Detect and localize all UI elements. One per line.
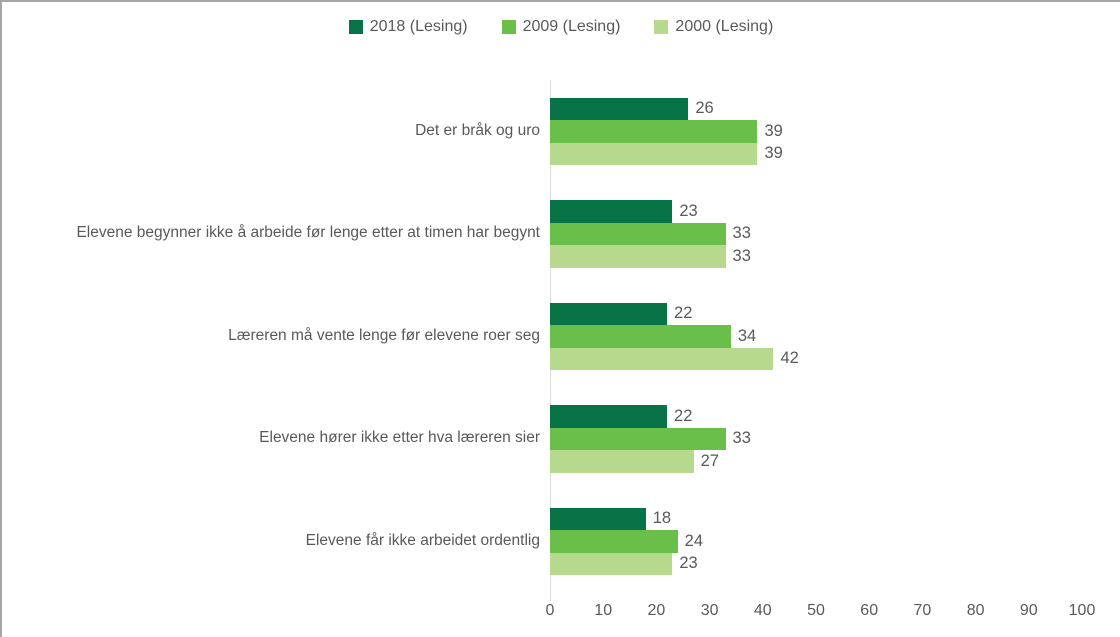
bar-value-label: 27: [700, 451, 719, 470]
legend-label: 2018 (Lesing): [369, 18, 468, 35]
x-axis-tick-label: 70: [913, 602, 932, 619]
x-axis-tick-label: 50: [807, 602, 825, 619]
legend-item-2009: 2009 (Lesing): [501, 18, 621, 36]
bar-group: 22 33 27: [550, 405, 1120, 473]
bar-row: 23: [550, 552, 1120, 575]
bar-group: 22 34 42: [550, 302, 1120, 370]
bar-row: 39: [550, 120, 1120, 143]
x-axis-tick-label: 80: [966, 602, 985, 619]
category-label: Læreren må vente lenge før elevene roer …: [228, 326, 540, 344]
category-row: Det er bråk og uro 26 39 39: [2, 80, 1120, 183]
bar-value-label: 26: [695, 99, 714, 118]
legend-label: 2009 (Lesing): [522, 18, 621, 35]
category-row: Elevene hører ikke etter hva læreren sie…: [2, 388, 1120, 491]
bar-value-label: 22: [674, 304, 693, 323]
bar-2000: [550, 245, 726, 268]
bar-row: 22: [550, 302, 1120, 325]
bar-value-label: 22: [674, 406, 693, 425]
bar-value-label: 39: [764, 121, 783, 140]
legend: 2018 (Lesing) 2009 (Lesing) 2000 (Lesing): [2, 18, 1120, 36]
bar-row: 22: [550, 405, 1120, 428]
bar-2018: [550, 507, 646, 530]
x-axis-tick-label: 60: [860, 602, 879, 619]
legend-label: 2000 (Lesing): [675, 18, 774, 35]
bar-2009: [550, 427, 726, 450]
bar-2018: [550, 405, 668, 428]
x-axis-tick-label: 40: [753, 602, 772, 619]
bar-2018: [550, 200, 673, 223]
bar-2000: [550, 552, 673, 575]
bar-row: 23: [550, 200, 1120, 223]
bar-2009: [550, 222, 726, 245]
bar-row: 39: [550, 142, 1120, 165]
bar-row: 27: [550, 450, 1120, 473]
x-axis-tick-label: 30: [700, 602, 719, 619]
x-axis-tick-label: 10: [594, 602, 613, 619]
bar-value-label: 33: [732, 429, 751, 448]
category-label: Elevene begynner ikke å arbeide før leng…: [76, 224, 540, 242]
legend-swatch-icon: [654, 20, 669, 34]
bar-2009: [550, 325, 731, 348]
bar-row: 26: [550, 97, 1120, 120]
bar-value-label: 23: [679, 554, 698, 573]
bar-value-label: 42: [780, 349, 799, 368]
bar-value-label: 39: [764, 144, 783, 163]
category-label: Elevene får ikke arbeidet ordentlig: [305, 531, 540, 549]
bar-2000: [550, 450, 694, 473]
bar-row: 33: [550, 222, 1120, 245]
bar-value-label: 18: [652, 509, 672, 528]
bar-2000: [550, 347, 774, 370]
x-axis-tick-label: 20: [647, 602, 666, 619]
category-label: Det er bråk og uro: [415, 121, 540, 139]
bar-value-label: 24: [684, 531, 704, 550]
bar-row: 42: [550, 347, 1120, 370]
bar-row: 33: [550, 427, 1120, 450]
bar-group: 26 39 39: [550, 97, 1120, 165]
bar-group: 18 24 23: [550, 507, 1120, 575]
x-axis-tick-label: 100: [1068, 602, 1096, 619]
bar-2009: [550, 530, 678, 553]
x-axis-tick-label: 90: [1019, 602, 1038, 619]
legend-item-2018: 2018 (Lesing): [348, 18, 468, 36]
bar-row: 34: [550, 325, 1120, 348]
category-row: Læreren må vente lenge før elevene roer …: [2, 285, 1120, 388]
legend-swatch-icon: [348, 20, 363, 34]
bar-value-label: 33: [732, 224, 751, 243]
bar-row: 33: [550, 245, 1120, 268]
bar-2018: [550, 302, 668, 325]
bar-row: 24: [550, 530, 1120, 553]
category-label: Elevene hører ikke etter hva læreren sie…: [259, 429, 540, 447]
category-row: Elevene begynner ikke å arbeide før leng…: [2, 183, 1120, 286]
legend-swatch-icon: [501, 20, 516, 34]
bar-value-label: 34: [737, 326, 757, 345]
bar-2018: [550, 97, 689, 120]
x-axis: 0 10 20 30 40 50 60 70 80 90 100: [546, 602, 1110, 624]
bar-value-label: 33: [732, 246, 751, 265]
x-axis-tick-label: 0: [545, 602, 555, 619]
bar-value-label: 23: [679, 201, 698, 220]
bar-group: 23 33 33: [550, 200, 1120, 268]
legend-item-2000: 2000 (Lesing): [654, 18, 773, 36]
bar-row: 18: [550, 507, 1120, 530]
bar-2000: [550, 142, 758, 165]
category-row: Elevene får ikke arbeidet ordentlig 18 24 2…: [2, 490, 1120, 593]
plot-area: Det er bråk og uro 26 39 39 Elevene begynner…: [2, 80, 1120, 601]
bar-2009: [550, 120, 758, 143]
